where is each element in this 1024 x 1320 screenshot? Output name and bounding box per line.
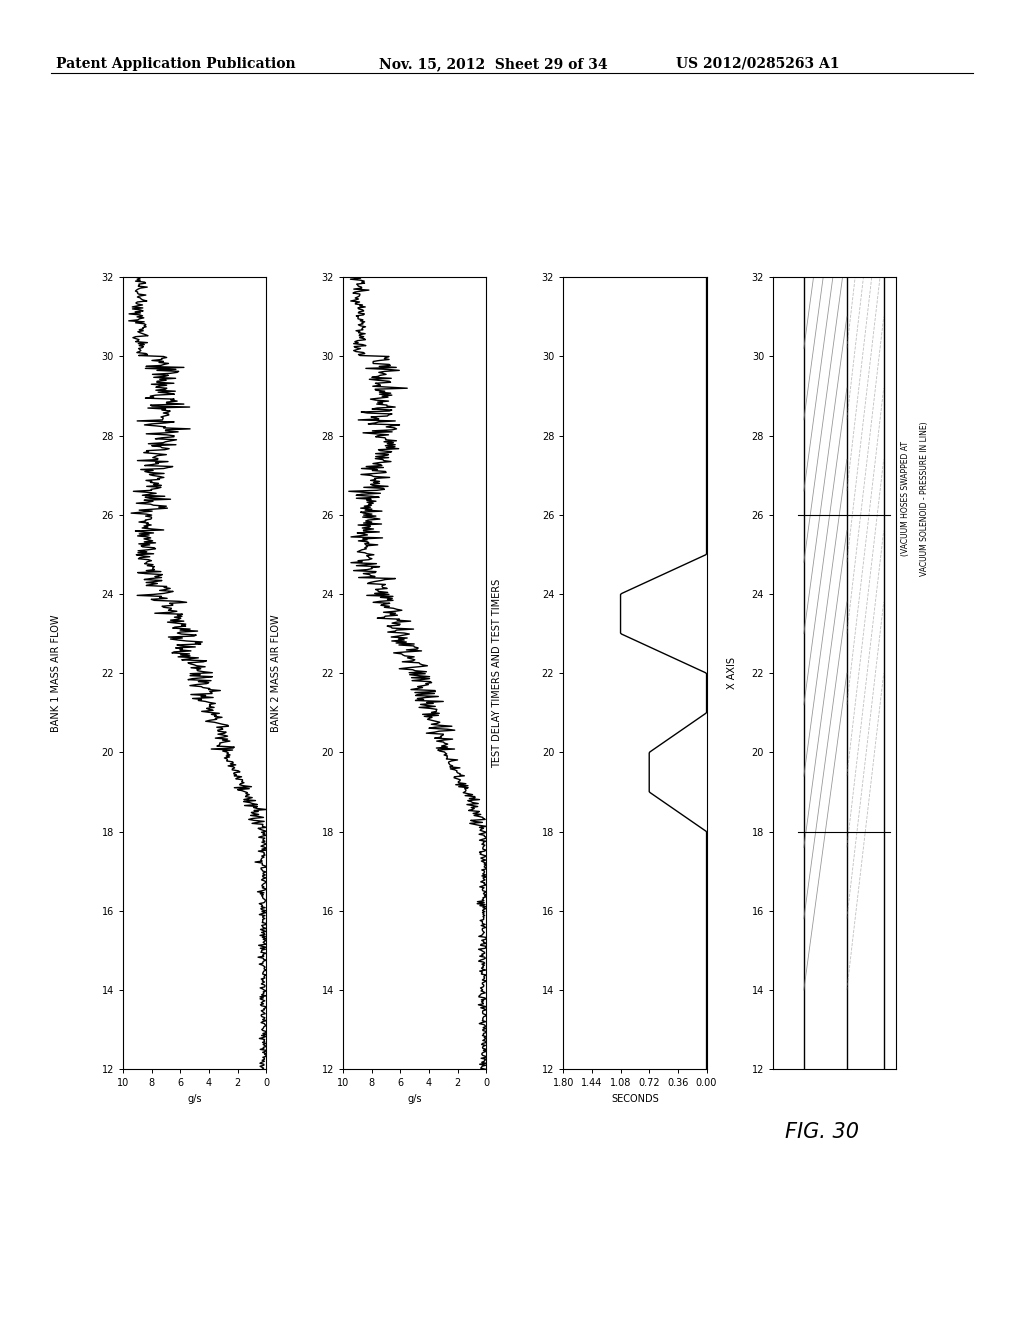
Text: BANK 2 MASS AIR FLOW: BANK 2 MASS AIR FLOW <box>271 614 282 733</box>
Text: Patent Application Publication: Patent Application Publication <box>56 57 296 71</box>
Text: X AXIS: X AXIS <box>727 657 737 689</box>
Text: FIG. 30: FIG. 30 <box>785 1122 859 1142</box>
X-axis label: SECONDS: SECONDS <box>611 1094 658 1104</box>
Text: TEST DELAY TIMERS AND TEST TIMERS: TEST DELAY TIMERS AND TEST TIMERS <box>492 578 502 768</box>
Text: VACUUM SOLENOID - PRESSURE IN LINE): VACUUM SOLENOID - PRESSURE IN LINE) <box>920 421 929 577</box>
Text: US 2012/0285263 A1: US 2012/0285263 A1 <box>676 57 840 71</box>
Text: Nov. 15, 2012  Sheet 29 of 34: Nov. 15, 2012 Sheet 29 of 34 <box>379 57 607 71</box>
X-axis label: g/s: g/s <box>187 1094 202 1104</box>
Text: (VACUUM HOSES SWAPPED AT: (VACUUM HOSES SWAPPED AT <box>901 441 910 557</box>
X-axis label: g/s: g/s <box>408 1094 422 1104</box>
Text: BANK 1 MASS AIR FLOW: BANK 1 MASS AIR FLOW <box>51 614 61 733</box>
